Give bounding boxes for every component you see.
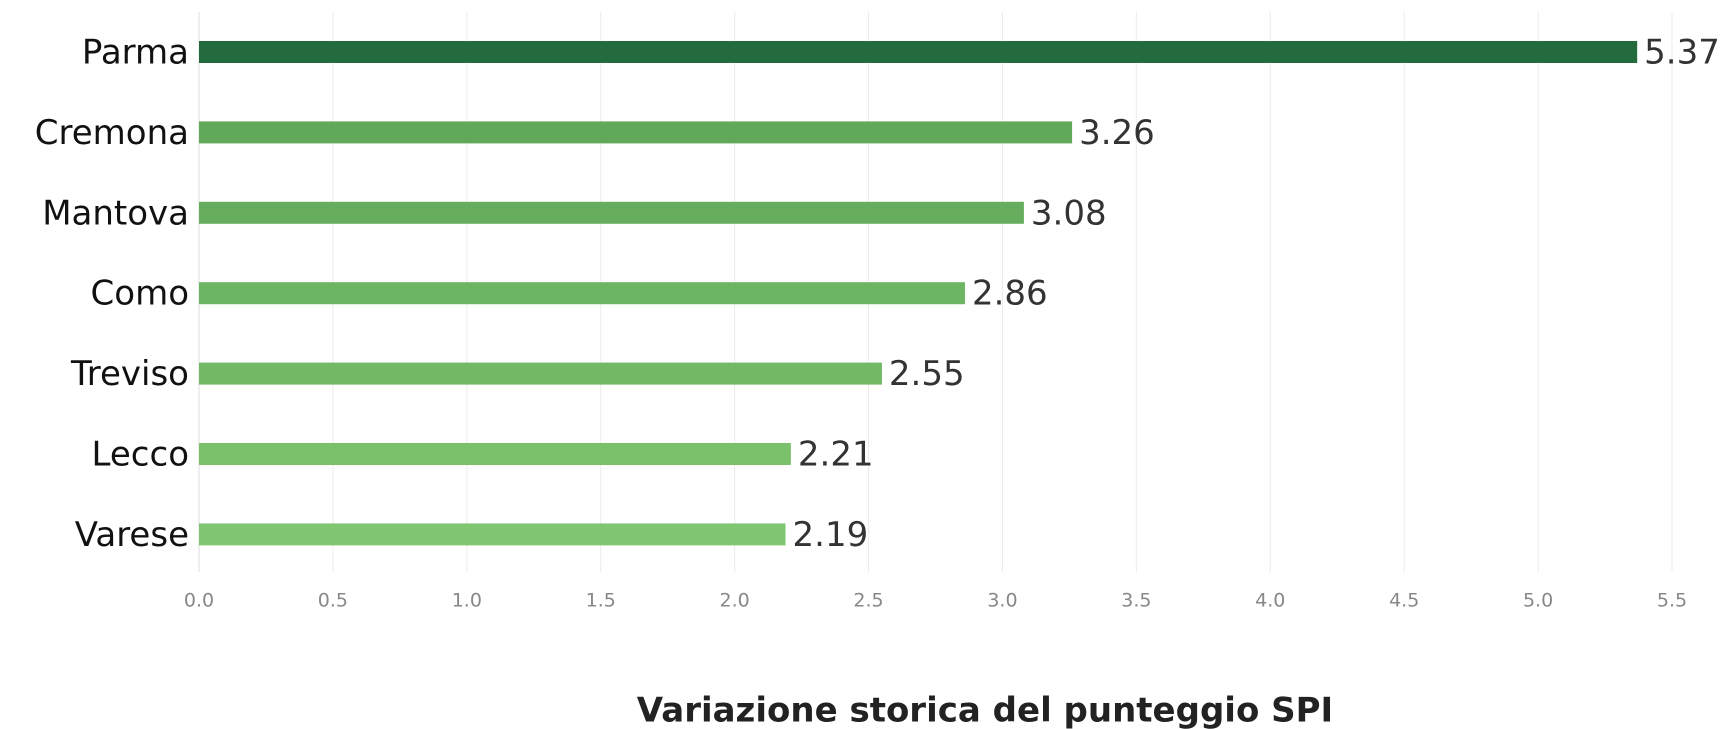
x-tick-label: 3.5 — [1121, 590, 1151, 612]
y-tick-label: Mantova — [42, 193, 189, 233]
value-label: 5.37 — [1644, 33, 1720, 73]
value-label: 3.26 — [1079, 113, 1155, 153]
x-tick-label: 0.0 — [184, 590, 214, 612]
value-label: 2.55 — [889, 354, 965, 394]
y-tick-label: Cremona — [35, 113, 189, 153]
value-label: 2.21 — [798, 435, 874, 475]
bar — [199, 443, 791, 465]
x-tick-label: 4.0 — [1255, 590, 1285, 612]
x-tick-label: 5.5 — [1657, 590, 1687, 612]
x-tick-label: 1.0 — [452, 590, 482, 612]
y-tick-label: Lecco — [92, 435, 189, 475]
value-label: 3.08 — [1031, 193, 1107, 233]
x-tick-label: 0.5 — [318, 590, 348, 612]
value-label: 2.19 — [793, 515, 869, 555]
x-tick-label: 2.0 — [720, 590, 750, 612]
y-tick-label: Parma — [82, 33, 189, 73]
x-tick-label: 5.0 — [1523, 590, 1553, 612]
bar — [199, 41, 1638, 63]
bar — [199, 201, 1024, 224]
bar — [199, 523, 786, 546]
bar — [199, 282, 965, 305]
y-tick-label: Varese — [75, 515, 189, 555]
x-axis-title: Variazione storica del punteggio SPI — [637, 691, 1333, 729]
value-label: 2.86 — [972, 274, 1048, 314]
x-tick-label: 2.5 — [853, 590, 883, 612]
y-tick-label: Treviso — [70, 354, 189, 394]
x-tick-label: 4.5 — [1389, 590, 1419, 612]
x-tick-label: 1.5 — [586, 590, 616, 612]
y-tick-label: Como — [91, 274, 189, 314]
x-tick-label: 3.0 — [987, 590, 1017, 612]
bar — [199, 121, 1073, 144]
bar — [199, 362, 882, 385]
